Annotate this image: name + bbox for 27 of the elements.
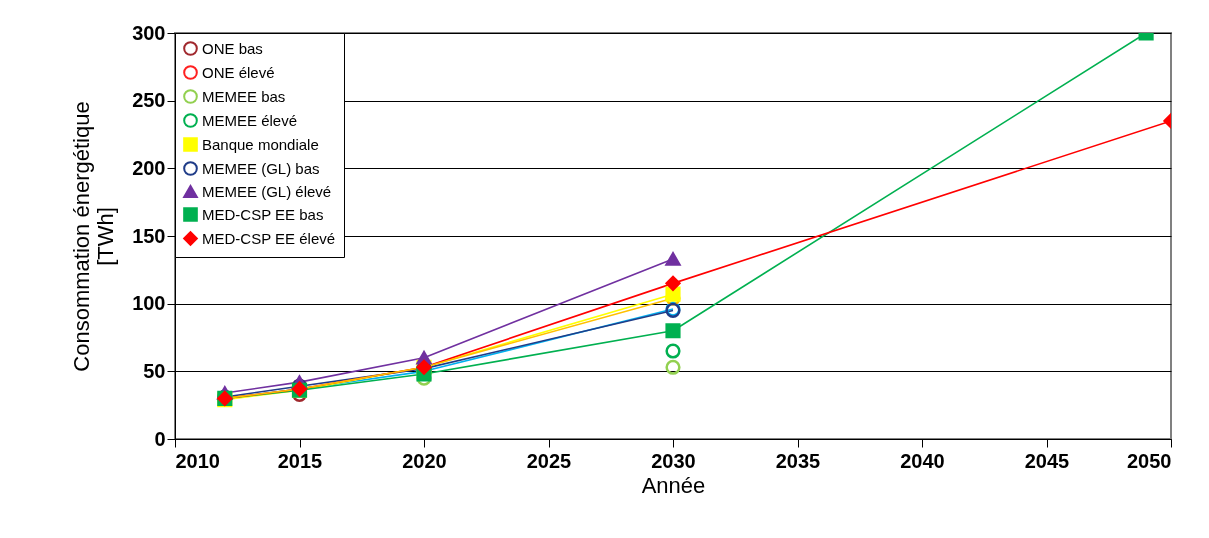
legend-label: MEMEE (GL) élevé xyxy=(202,182,332,200)
x-tick-label: 2010 xyxy=(175,449,220,472)
y-axis-title: Consommation énergétique [TWh] xyxy=(69,101,119,372)
y-tick-label: 0 xyxy=(154,427,166,450)
legend-label: MEMEE élevé xyxy=(202,111,298,129)
legend-label: MED-CSP EE bas xyxy=(202,205,324,223)
legend-label: MEMEE (GL) bas xyxy=(202,159,320,177)
x-tick-label: 2050 xyxy=(1127,449,1172,472)
y-tick-label: 200 xyxy=(132,156,166,179)
legend-label: MEMEE bas xyxy=(202,87,286,105)
x-tick-label: 2020 xyxy=(402,449,447,472)
x-tick-label: 2015 xyxy=(277,449,323,472)
x-tick-label: 2035 xyxy=(775,449,821,472)
legend-label: Banque mondiale xyxy=(202,135,319,153)
y-tick-label: 300 xyxy=(132,21,166,44)
legend-label: MED-CSP EE élevé xyxy=(202,229,336,247)
x-tick-label: 2045 xyxy=(1024,449,1070,472)
y-tick-label: 250 xyxy=(132,89,166,112)
legend-label: ONE élevé xyxy=(202,63,275,81)
legend-label: ONE bas xyxy=(202,39,263,57)
y-tick-label: 50 xyxy=(143,359,166,382)
x-tick-label: 2030 xyxy=(651,449,696,472)
y-tick-label: 100 xyxy=(132,292,166,315)
y-tick-label: 150 xyxy=(132,224,166,247)
x-tick-label: 2040 xyxy=(900,449,945,472)
x-tick-label: 2025 xyxy=(526,449,572,472)
x-axis-title: Année xyxy=(641,472,706,498)
